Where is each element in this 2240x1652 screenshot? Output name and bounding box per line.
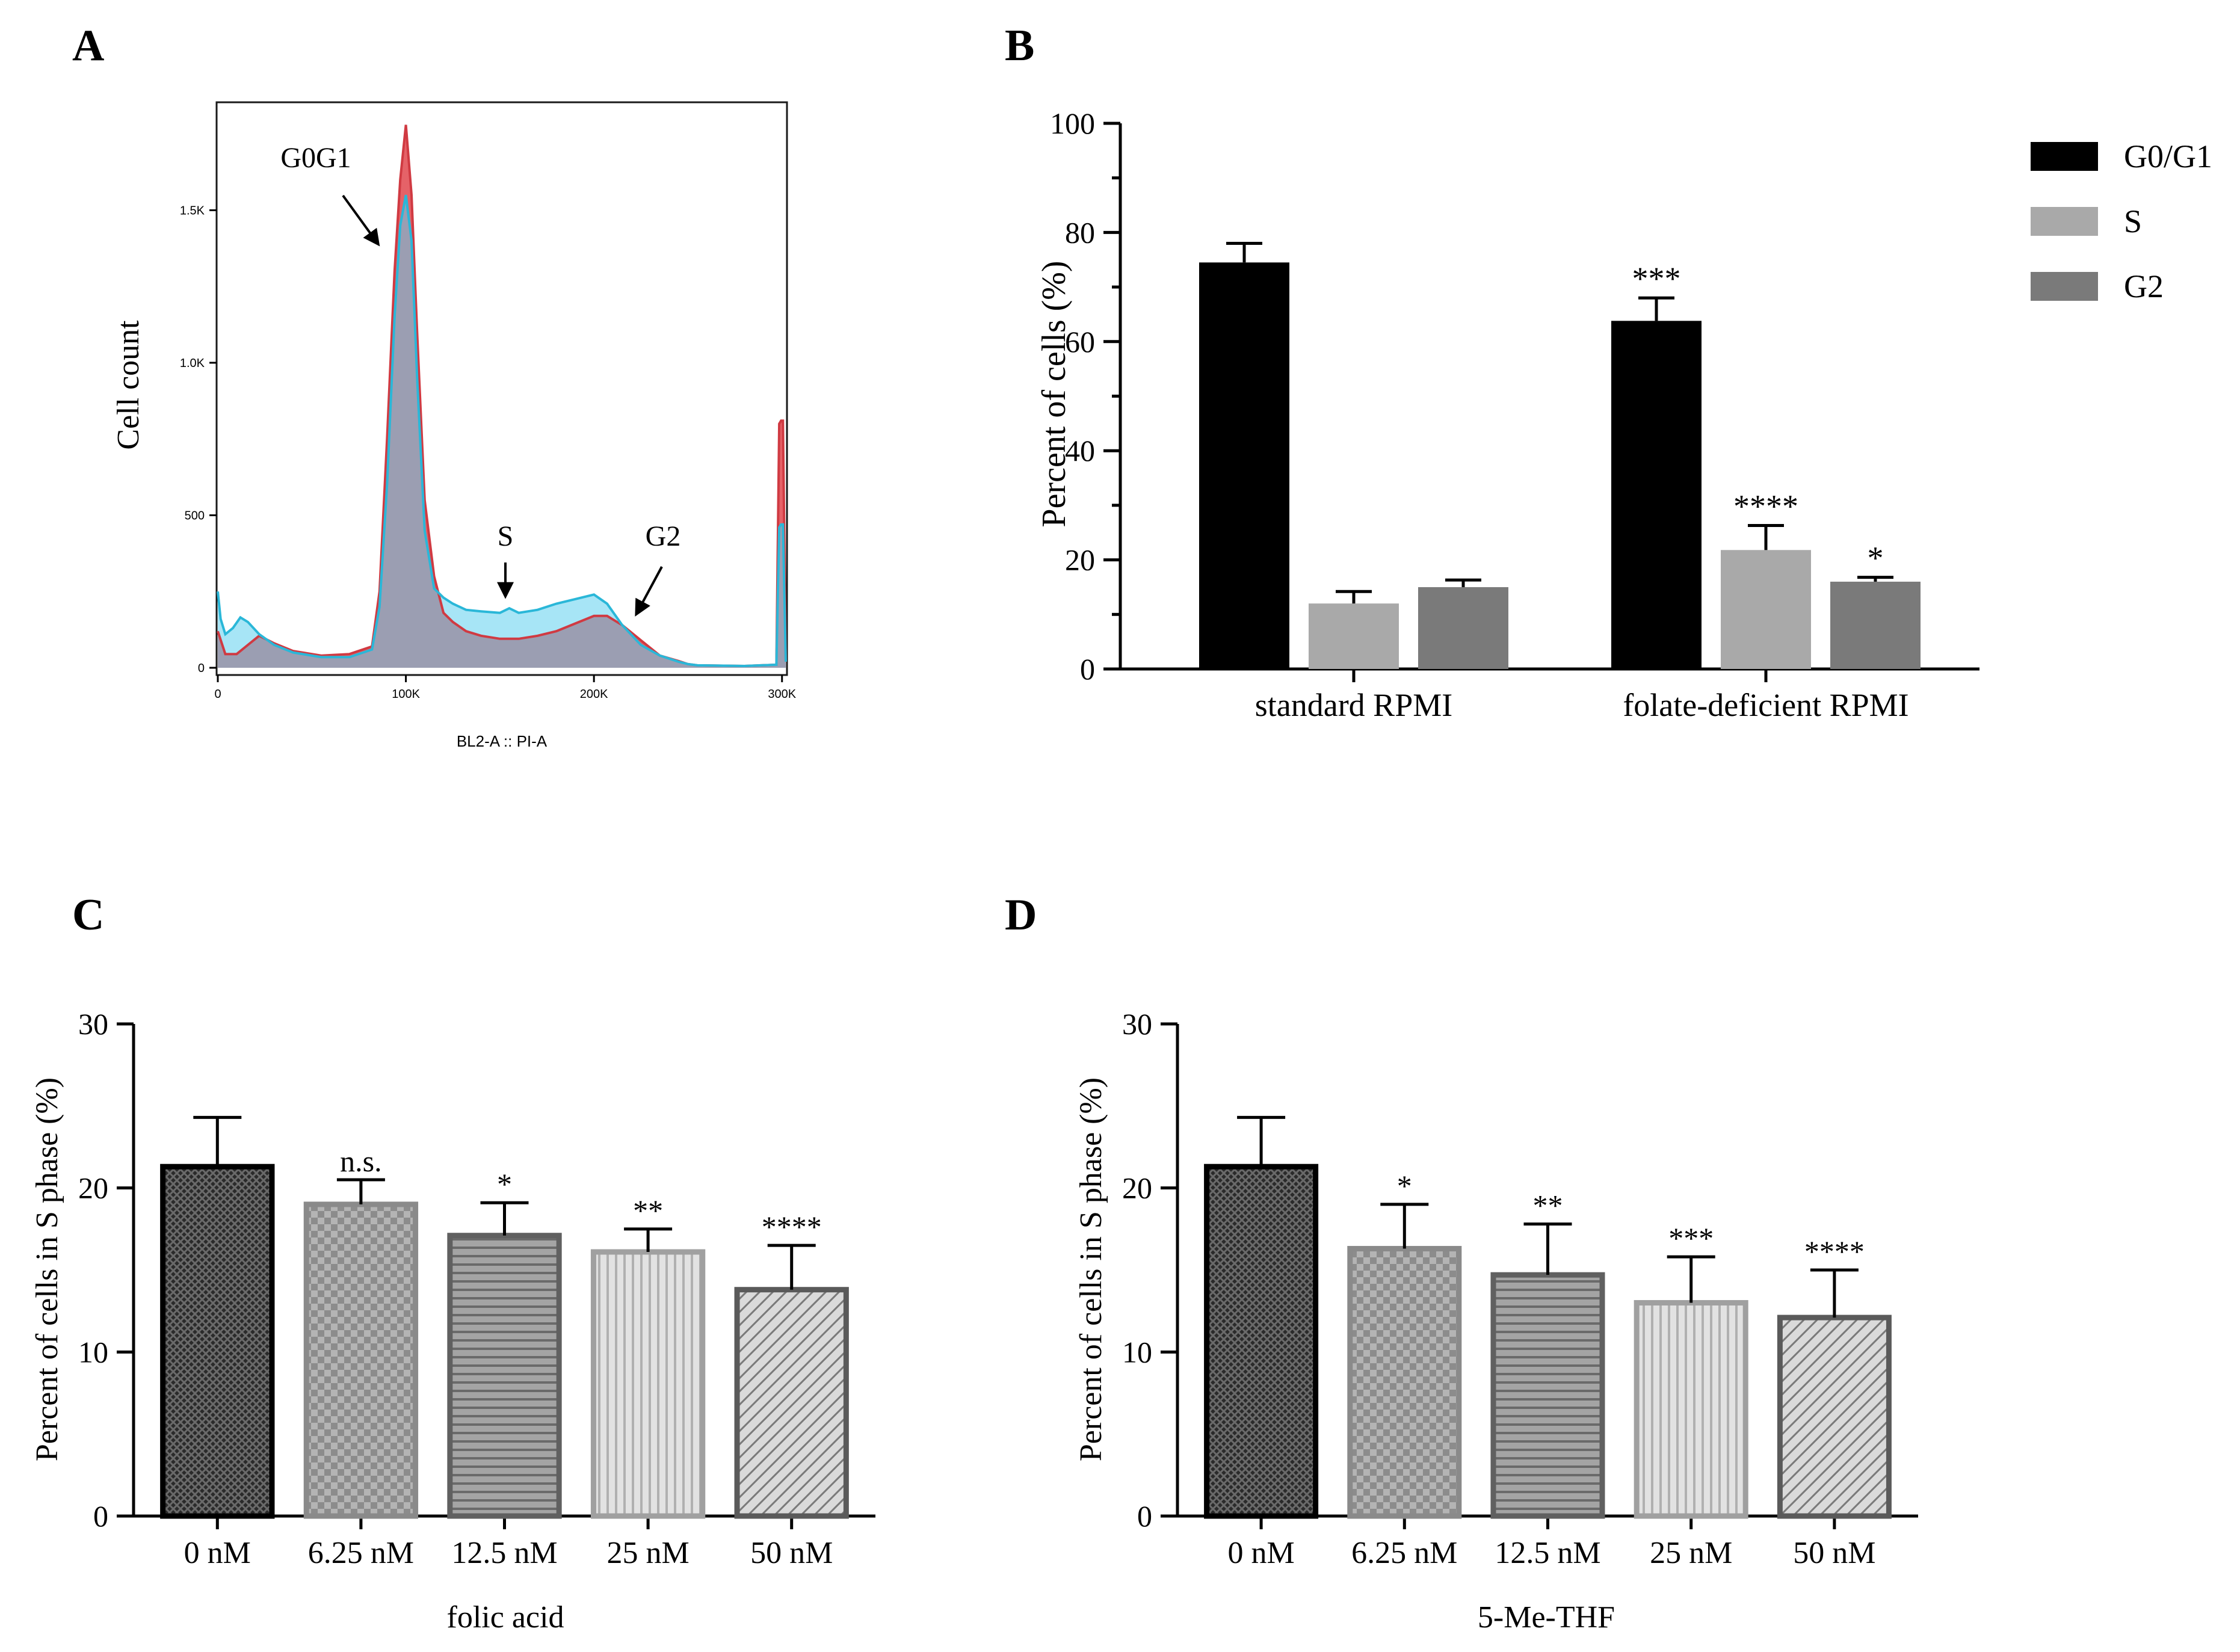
bar-50nM	[1777, 1315, 1892, 1519]
y-tick-label: 20	[78, 1171, 108, 1205]
c-ylabel: Percent of cells in S phase (%)	[30, 1077, 64, 1461]
y-tick-label: 20	[1122, 1171, 1152, 1205]
arrow-g2	[635, 566, 663, 617]
panel-letter-c: C	[72, 890, 104, 940]
arrow-g0g1	[342, 194, 380, 247]
b-significance-label: ***	[1632, 260, 1681, 297]
panel-letter-b: B	[1005, 21, 1034, 70]
b-bar-g2	[1418, 587, 1508, 669]
b-legend: G0/G1 S G2	[2031, 138, 2212, 304]
x-tick-label: 50 nM	[750, 1536, 833, 1570]
flow-ytick-label: 500	[185, 509, 205, 522]
x-tick-label: 50 nM	[1793, 1536, 1875, 1570]
b-category-label: standard RPMI	[1255, 687, 1452, 723]
significance-label: *	[1397, 1169, 1412, 1203]
y-tick-label: 100	[1050, 106, 1095, 140]
bar-125nM	[1490, 1272, 1605, 1519]
c-xlabel: folic acid	[447, 1600, 564, 1635]
y-tick-label: 60	[1065, 325, 1095, 359]
x-tick-label: 0 nM	[1227, 1536, 1294, 1570]
flow-xtick-label: 100K	[392, 688, 420, 701]
legend-label: G2	[2124, 268, 2164, 304]
significance-label: **	[633, 1194, 663, 1227]
bar-50nM	[734, 1287, 849, 1519]
b-bar-g0g1	[1199, 262, 1289, 669]
significance-label: n.s.	[340, 1144, 381, 1178]
y-tick-label: 0	[1080, 652, 1095, 686]
bar-25nM	[590, 1249, 706, 1519]
flow-xtick-label: 200K	[580, 688, 608, 701]
b-bar-s	[1309, 603, 1399, 669]
panel-letter-a: A	[72, 21, 104, 70]
x-tick-label: 25 nM	[1650, 1536, 1732, 1570]
x-tick-label: 12.5 nM	[451, 1536, 557, 1570]
legend-label: G0/G1	[2124, 138, 2212, 174]
bar-0nM	[160, 1163, 275, 1519]
flow-ytick-label: 0	[198, 662, 205, 675]
b-ylabel: Percent of cells (%)	[1035, 260, 1073, 527]
flow-curves	[217, 125, 787, 668]
y-tick-label: 40	[1065, 434, 1095, 467]
b-bar-g2	[1830, 581, 1921, 669]
x-tick-label: 12.5 nM	[1495, 1536, 1600, 1570]
b-significance-label: ****	[1733, 488, 1798, 524]
panel-letter-d: D	[1005, 890, 1037, 940]
x-tick-label: 6.25 nM	[308, 1536, 414, 1570]
y-tick-label: 20	[1065, 543, 1095, 577]
b-axes: 0 20 40 60 80 100 standard RPMI folate-deficien…	[1050, 106, 1979, 723]
significance-label: *	[497, 1167, 512, 1201]
flow-line-blue	[217, 194, 787, 668]
flow-ytick-label: 1.5K	[180, 204, 205, 217]
flow-xtick-label: 300K	[768, 688, 796, 701]
y-tick-label: 10	[78, 1335, 108, 1369]
legend-label: S	[2124, 203, 2142, 239]
flow-xlabel: BL2-A :: PI-A	[457, 732, 548, 750]
b-bars: ********	[1199, 242, 1921, 669]
flow-xtick-label: 0	[214, 688, 221, 701]
x-tick-label: 6.25 nM	[1351, 1536, 1457, 1570]
b-significance-label: *	[1868, 540, 1884, 576]
flow-axes: 0 100K 200K 300K 0 500 1.0K 1.5K	[180, 204, 797, 701]
bar-625nM	[303, 1201, 419, 1519]
panel-b-bar-chart: 0 20 40 60 80 100 standard RPMI folate-deficien…	[1035, 106, 2212, 723]
annotation-s: S	[498, 520, 514, 552]
d-xlabel: 5-Me-THF	[1478, 1600, 1615, 1635]
y-tick-label: 30	[1122, 1007, 1152, 1041]
legend-swatch	[2031, 272, 2098, 301]
d-ylabel: Percent of cells in S phase (%)	[1074, 1077, 1108, 1461]
b-bar-g0g1	[1611, 321, 1702, 669]
significance-label: ****	[1804, 1234, 1865, 1268]
bar-625nM	[1347, 1246, 1462, 1519]
flow-plot-frame	[215, 101, 788, 676]
bar-25nM	[1634, 1300, 1748, 1519]
d-bars: ****** ****	[1204, 1115, 1892, 1519]
flow-ylabel: Cell count	[111, 320, 146, 450]
significance-label: ***	[1668, 1221, 1714, 1255]
annotation-g2: G2	[646, 520, 681, 552]
significance-label: **	[1533, 1189, 1563, 1222]
significance-label: ****	[762, 1210, 822, 1244]
y-tick-label: 0	[93, 1499, 108, 1533]
b-bar-s	[1721, 550, 1811, 669]
c-bars: n.s.*** ****	[160, 1115, 849, 1519]
y-tick-label: 30	[78, 1007, 108, 1041]
y-tick-label: 0	[1137, 1499, 1152, 1533]
flow-ytick-label: 1.0K	[180, 357, 205, 370]
panel-a-flow-histogram: 0 100K 200K 300K 0 500 1.0K 1.5K Cell count BL2…	[111, 101, 797, 750]
annotation-g0g1: G0G1	[280, 142, 351, 174]
panel-c-folic-acid-chart: 0 10 20 30 0 nM 6.25 nM 12.5 nM 25 nM 50 nM n.s.…	[30, 1007, 875, 1635]
y-tick-label: 80	[1065, 215, 1095, 249]
legend-swatch	[2031, 142, 2098, 171]
b-category-label: folate-deficient RPMI	[1623, 687, 1908, 723]
y-tick-label: 10	[1122, 1335, 1152, 1369]
bar-0nM	[1204, 1163, 1319, 1519]
bar-125nM	[447, 1233, 562, 1519]
x-tick-label: 0 nM	[184, 1536, 251, 1570]
x-tick-label: 25 nM	[606, 1536, 689, 1570]
legend-swatch	[2031, 207, 2098, 236]
